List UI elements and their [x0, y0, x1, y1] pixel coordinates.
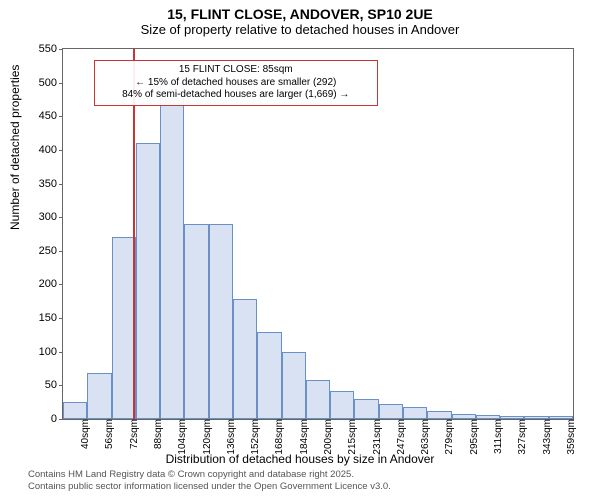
y-tick: 350	[39, 178, 63, 190]
histogram-bar	[136, 143, 160, 419]
x-tick: 247sqm	[394, 419, 407, 455]
y-axis-label: Number of detached properties	[8, 65, 22, 230]
y-tick: 300	[39, 211, 63, 223]
y-tick: 150	[39, 312, 63, 324]
footer-line-2: Contains public sector information licen…	[28, 481, 391, 493]
annotation-line: 15 FLINT CLOSE: 85sqm	[101, 64, 371, 77]
x-tick: 231sqm	[370, 419, 383, 455]
x-tick: 152sqm	[248, 419, 261, 455]
annotation-line: ← 15% of detached houses are smaller (29…	[101, 77, 371, 90]
chart-plot-area: 05010015020025030035040045050055040sqm56…	[62, 48, 574, 420]
x-tick: 215sqm	[345, 419, 358, 455]
chart-subtitle: Size of property relative to detached ho…	[0, 22, 600, 41]
x-tick: 56sqm	[102, 419, 115, 449]
x-tick: 359sqm	[564, 419, 577, 455]
attribution-footer: Contains HM Land Registry data © Crown c…	[28, 469, 391, 493]
y-tick: 100	[39, 346, 63, 358]
x-tick: 88sqm	[151, 419, 164, 449]
x-tick: 311sqm	[491, 419, 504, 454]
y-tick: 450	[39, 110, 63, 122]
x-tick: 184sqm	[297, 419, 310, 455]
x-tick: 168sqm	[272, 419, 285, 455]
histogram-bar	[354, 399, 378, 419]
histogram-bar	[257, 332, 281, 419]
x-tick: 120sqm	[200, 419, 213, 455]
x-tick: 327sqm	[515, 419, 528, 455]
annotation-box: 15 FLINT CLOSE: 85sqm← 15% of detached h…	[94, 60, 378, 106]
y-tick: 550	[39, 43, 63, 55]
y-tick: 200	[39, 278, 63, 290]
histogram-bar	[379, 404, 403, 419]
histogram-bar	[209, 224, 233, 419]
x-tick: 72sqm	[127, 419, 140, 449]
histogram-bar	[306, 380, 330, 419]
x-tick: 263sqm	[418, 419, 431, 455]
histogram-bar	[233, 299, 257, 419]
x-axis-label: Distribution of detached houses by size …	[0, 452, 600, 466]
y-tick: 250	[39, 245, 63, 257]
histogram-bar	[427, 411, 451, 419]
histogram-bar	[330, 391, 354, 419]
histogram-bar	[63, 402, 87, 419]
x-tick: 279sqm	[442, 419, 455, 455]
histogram-bar	[112, 237, 136, 419]
x-tick: 104sqm	[175, 419, 188, 455]
y-tick: 0	[51, 413, 63, 425]
footer-line-1: Contains HM Land Registry data © Crown c…	[28, 469, 391, 481]
histogram-bar	[403, 407, 427, 419]
y-tick: 400	[39, 144, 63, 156]
x-tick: 136sqm	[224, 419, 237, 455]
x-tick: 40sqm	[78, 419, 91, 449]
chart-title: 15, FLINT CLOSE, ANDOVER, SP10 2UE	[0, 0, 600, 22]
x-tick: 200sqm	[321, 419, 334, 455]
histogram-bar	[160, 83, 184, 419]
x-tick: 343sqm	[540, 419, 553, 455]
annotation-line: 84% of semi-detached houses are larger (…	[101, 89, 371, 102]
y-tick: 500	[39, 77, 63, 89]
histogram-bar	[282, 352, 306, 419]
histogram-bar	[87, 373, 111, 419]
histogram-bar	[184, 224, 208, 419]
x-tick: 295sqm	[467, 419, 480, 455]
y-tick: 50	[45, 379, 63, 391]
